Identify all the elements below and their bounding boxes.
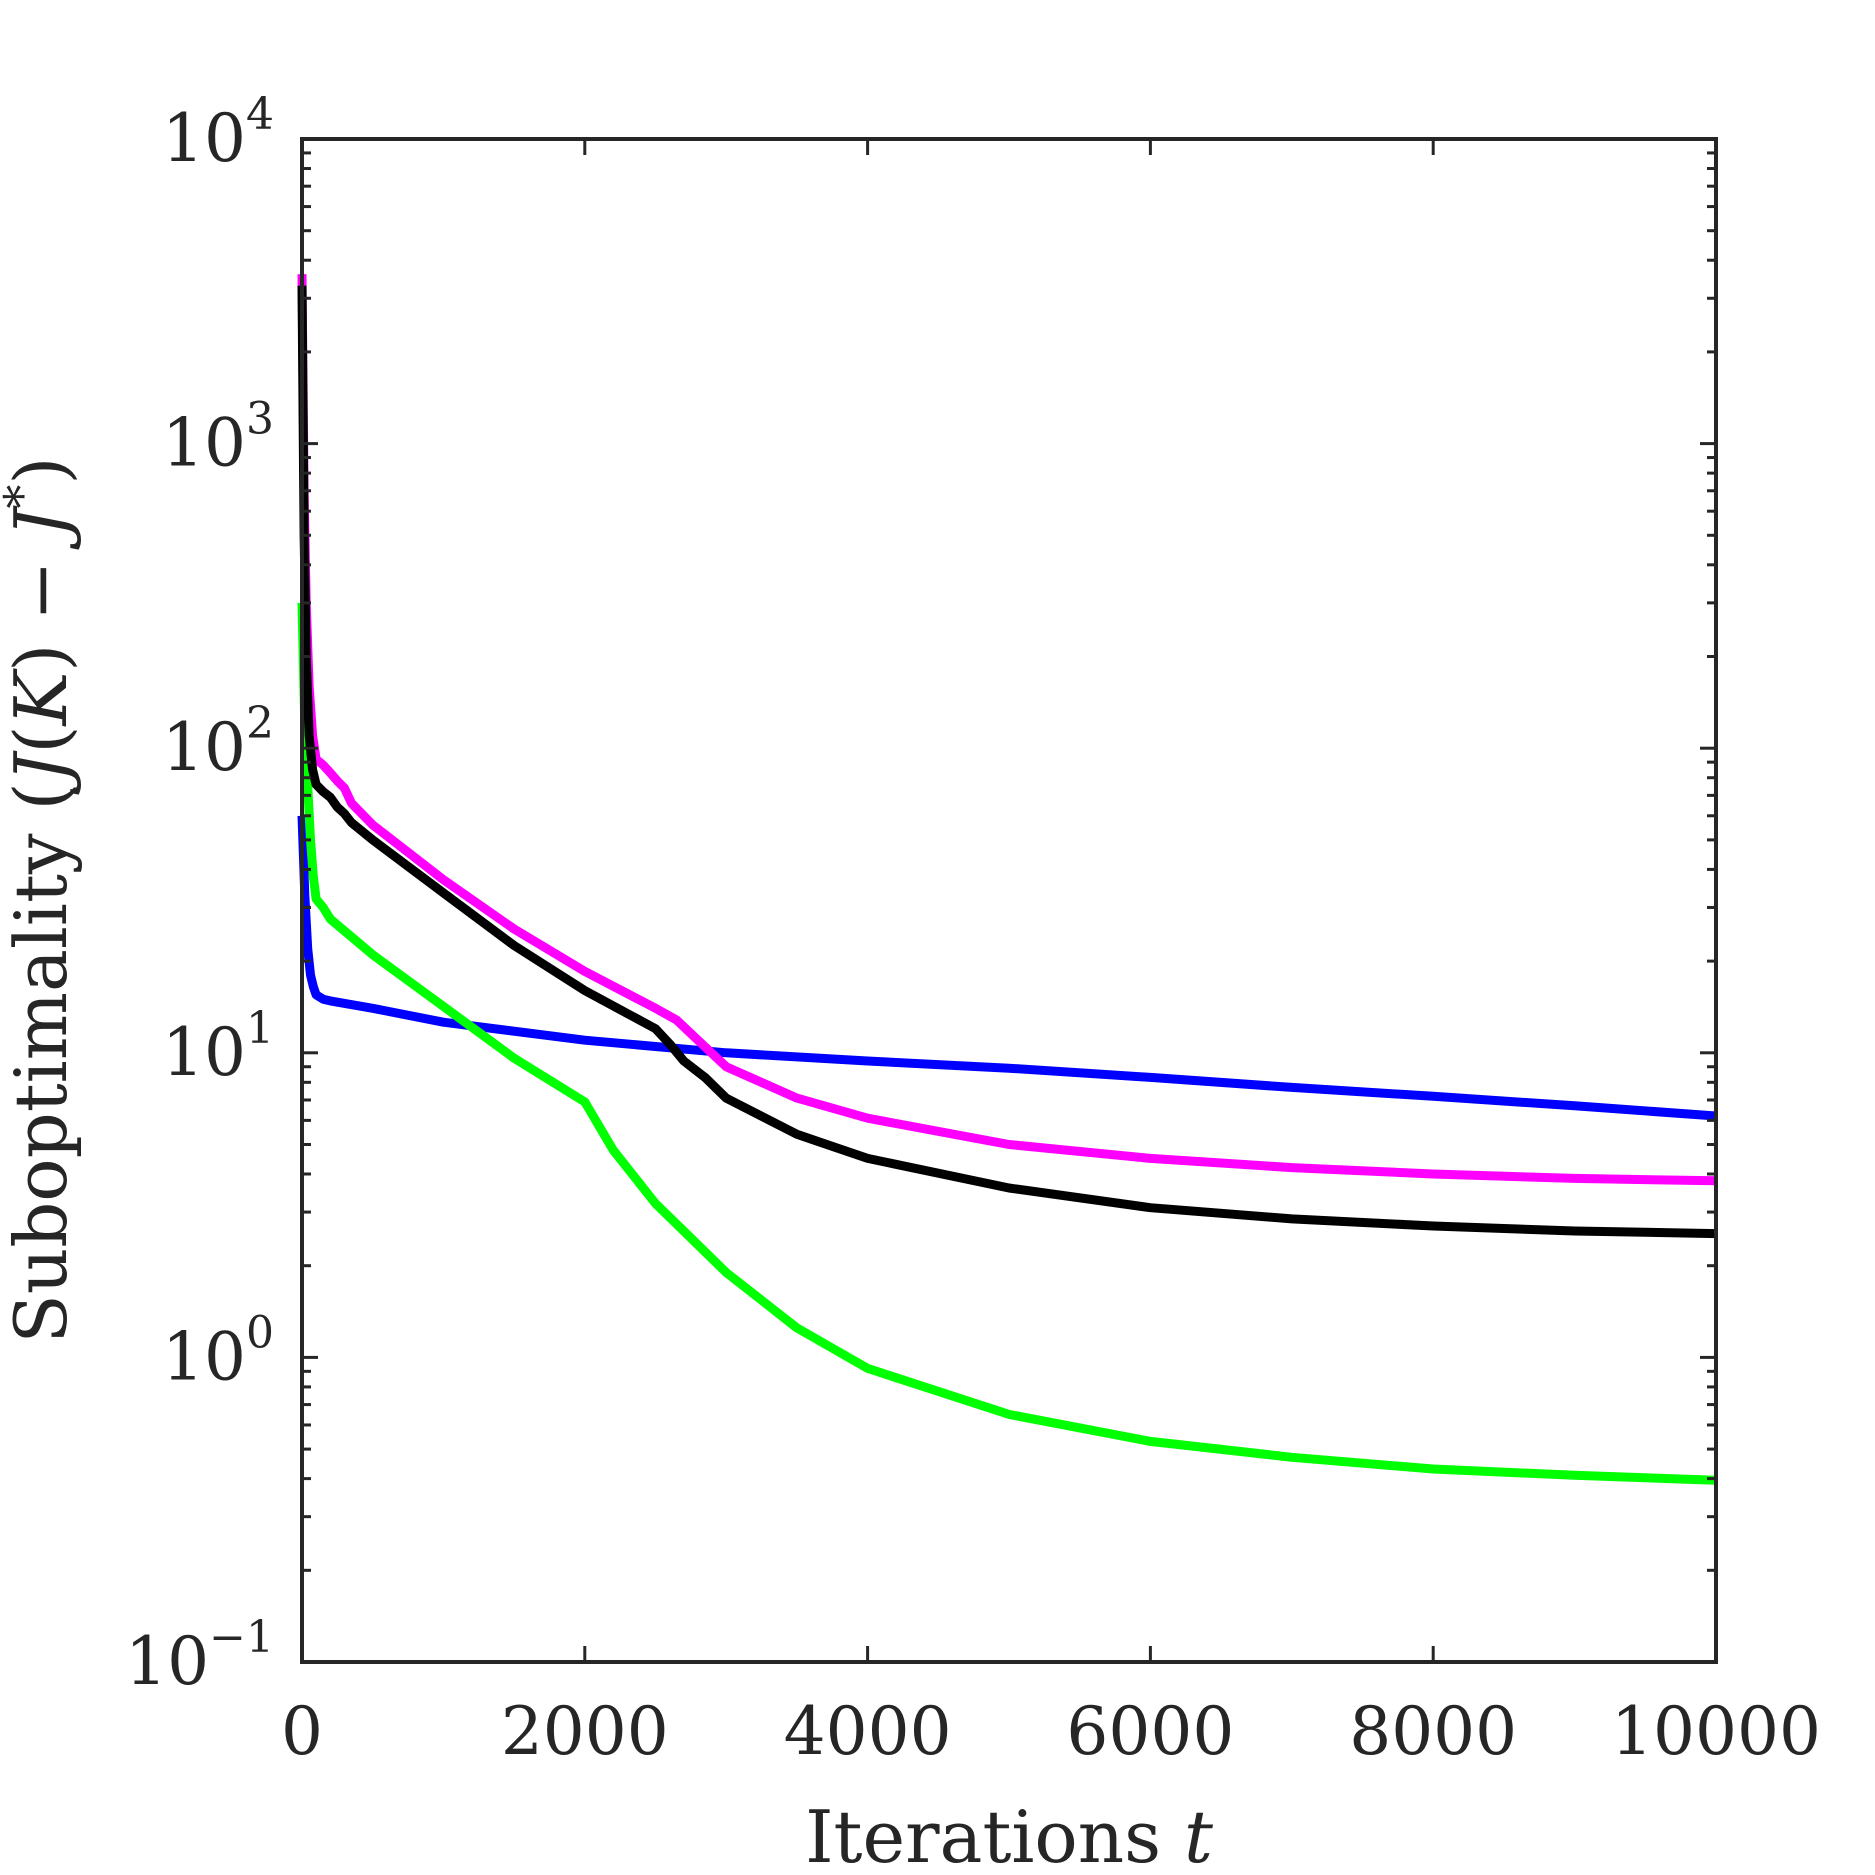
x-tick-labels: 0 2000 4000 6000 8000 10000: [281, 1693, 1821, 1770]
x-tick-label-5: 10000: [1611, 1693, 1821, 1770]
x-tick-label-1: 2000: [501, 1693, 669, 1770]
series-line-1: [297, 815, 1717, 1121]
y-tick-label-1: 100: [162, 1307, 274, 1395]
y-tick-label-base-0: 10: [125, 1623, 209, 1700]
y-tick-label-base-3: 10: [162, 709, 246, 786]
y-tick-label-base-4: 10: [162, 405, 246, 482]
y-tick-label-base-5: 10: [162, 100, 246, 177]
y-tick-label-3: 102: [162, 698, 274, 786]
y-tick-label-exponent-2: 1: [246, 1003, 274, 1054]
y-axis-title: Suboptimality (J(K) − J*): [0, 457, 83, 1344]
y-tick-label-base-2: 10: [162, 1014, 246, 1091]
series-line-4: [297, 285, 1717, 1239]
y-tick-label-exponent-0: −1: [209, 1612, 274, 1663]
y-tick-label-2: 101: [162, 1003, 274, 1091]
x-tick-label-0: 0: [281, 1693, 323, 1770]
plot-area-frame: [300, 137, 1718, 1664]
y-tick-label-exponent-1: 0: [246, 1307, 274, 1358]
y-tick-label-exponent-5: 4: [246, 89, 274, 140]
x-tick-label-3: 6000: [1066, 1693, 1234, 1770]
x-tick-label-4: 8000: [1349, 1693, 1517, 1770]
x-axis-title-variable: t: [1184, 1795, 1214, 1875]
y-axis-title-prefix: Suboptimality (: [0, 782, 83, 1343]
y-axis-title-minus: −: [0, 537, 83, 643]
y-tick-label-exponent-3: 2: [246, 698, 274, 749]
y-axis-title-k: K: [0, 667, 83, 727]
y-axis-title-close: ): [0, 644, 83, 672]
series-line-2: [297, 602, 1717, 1485]
y-tick-label-base-1: 10: [162, 1318, 246, 1395]
x-axis-title-text: Iterations: [805, 1795, 1184, 1875]
y-axis-title-star: *: [0, 485, 50, 509]
y-tick-label-5: 104: [162, 89, 274, 177]
x-tick-label-2: 4000: [784, 1693, 952, 1770]
x-axis-title: Iterations t: [805, 1795, 1214, 1875]
y-axis-title-suffix: ): [0, 457, 83, 485]
y-tick-label-exponent-4: 3: [246, 394, 274, 445]
y-tick-label-4: 103: [162, 394, 274, 482]
plot-lines: [297, 274, 1717, 1485]
y-axis-title-open: (: [0, 725, 83, 753]
y-tick-label-0: 10−1: [125, 1612, 274, 1700]
